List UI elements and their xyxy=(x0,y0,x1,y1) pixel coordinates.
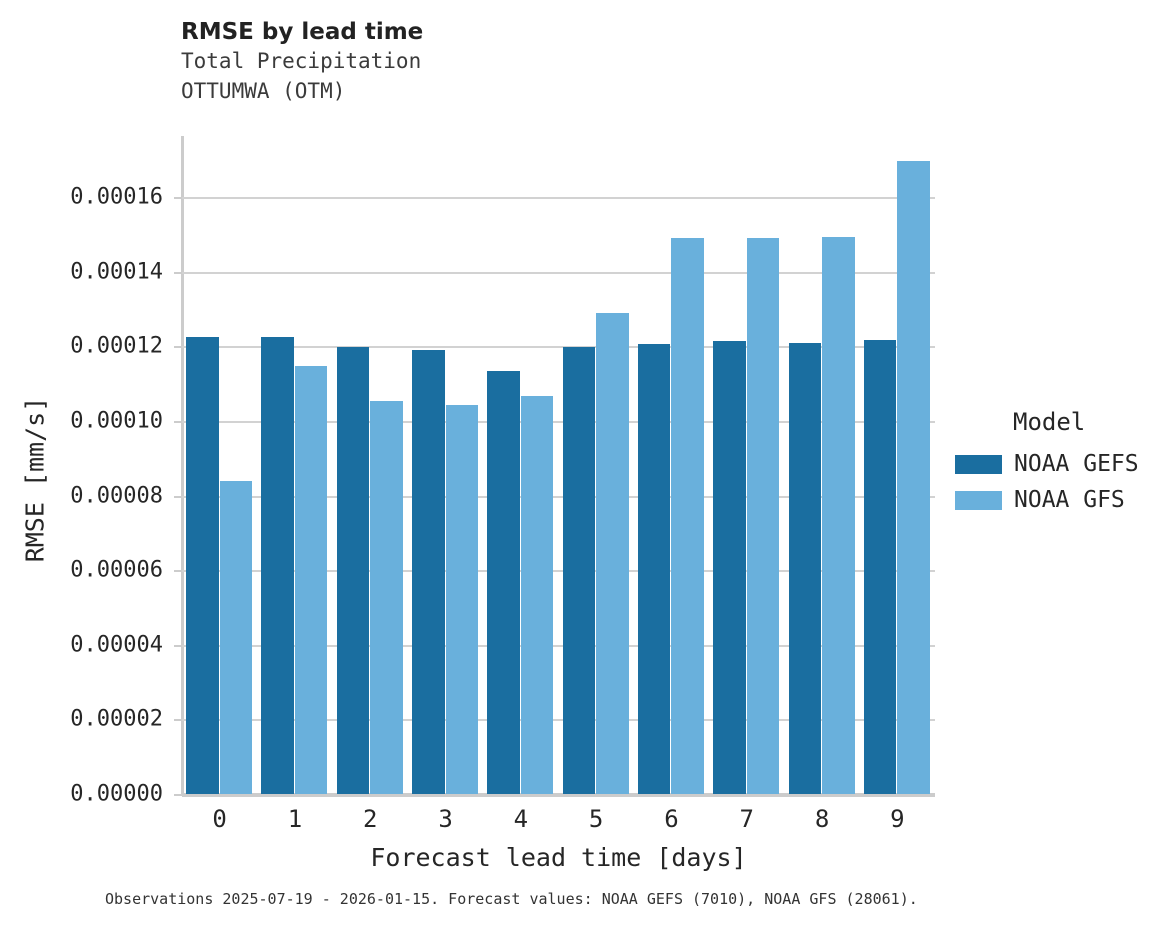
bar[interactable] xyxy=(788,343,822,794)
legend-entry[interactable]: NOAA GFS xyxy=(955,484,1139,516)
bar-group xyxy=(634,136,709,794)
bar-group xyxy=(559,136,634,794)
x-axis-tick-label: 7 xyxy=(739,805,754,833)
legend-entry[interactable]: NOAA GEFS xyxy=(955,448,1139,480)
bar-group xyxy=(408,136,483,794)
bar[interactable] xyxy=(412,349,445,794)
y-axis-tick-mark xyxy=(174,495,182,498)
bar[interactable] xyxy=(445,404,479,794)
y-axis-tick-mark xyxy=(174,644,182,647)
y-axis-tick-label: 0.00014 xyxy=(70,259,163,285)
y-axis-tick-label: 0.00002 xyxy=(70,706,163,732)
y-axis-tick-label: 0.00008 xyxy=(70,483,163,509)
legend-label: NOAA GEFS xyxy=(1014,451,1139,477)
bar[interactable] xyxy=(562,347,596,794)
bar[interactable] xyxy=(596,313,629,794)
gridline xyxy=(182,420,935,423)
chart-station-label: OTTUMWA (OTM) xyxy=(181,79,346,103)
x-axis-tick-label: 1 xyxy=(287,805,303,833)
y-axis-tick-mark xyxy=(174,197,182,200)
x-axis-tick-label: 0 xyxy=(212,805,227,833)
bar-group xyxy=(709,136,784,794)
gridline xyxy=(182,346,935,349)
bar[interactable] xyxy=(186,336,219,794)
plot-area xyxy=(182,136,935,794)
y-axis-tick-mark xyxy=(174,570,182,573)
bar-group xyxy=(483,136,558,794)
y-axis-tick-label: 0.00004 xyxy=(70,632,163,658)
chart-subtitle: Total Precipitation xyxy=(181,49,422,73)
y-axis-tick-label: 0.00016 xyxy=(70,184,163,210)
y-axis-line xyxy=(181,136,184,796)
x-axis-line xyxy=(182,793,935,797)
legend-title: Model xyxy=(1013,408,1086,436)
bar[interactable] xyxy=(370,400,403,794)
bar[interactable] xyxy=(219,480,253,794)
bar[interactable] xyxy=(637,344,671,794)
legend-swatch xyxy=(955,490,1002,510)
gridline xyxy=(182,644,935,647)
bar[interactable] xyxy=(713,341,746,794)
bar[interactable] xyxy=(487,370,520,794)
bar[interactable] xyxy=(261,336,294,794)
y-axis-tick-label: 0.00012 xyxy=(70,333,163,359)
y-axis-tick-mark xyxy=(174,271,182,274)
title-block: RMSE by lead time Total Precipitation OT… xyxy=(181,18,423,106)
x-axis-tick-label: 4 xyxy=(513,805,529,833)
x-axis-tick-label: 5 xyxy=(588,805,604,833)
gridline xyxy=(182,570,935,573)
legend: Model NOAA GEFS NOAA GFS xyxy=(955,408,1139,520)
gridline xyxy=(182,197,935,200)
bar-group xyxy=(860,136,935,794)
legend-label: NOAA GFS xyxy=(1014,487,1125,513)
y-axis-tick-mark xyxy=(174,794,182,796)
bar[interactable] xyxy=(746,238,780,794)
bar-group xyxy=(784,136,859,794)
x-axis-title: Forecast lead time [days] xyxy=(370,843,747,872)
gridline xyxy=(182,495,935,498)
x-axis-tick-label: 8 xyxy=(814,805,830,833)
legend-swatch xyxy=(955,454,1002,474)
gridline xyxy=(182,271,935,274)
page-title: RMSE by lead time xyxy=(181,19,424,45)
footer-note: Observations 2025-07-19 - 2026-01-15. Fo… xyxy=(105,890,918,908)
y-axis-tick-label: 0.00010 xyxy=(70,408,163,434)
bar[interactable] xyxy=(520,395,554,794)
bar[interactable] xyxy=(336,347,370,794)
bar[interactable] xyxy=(671,237,704,794)
y-axis-tick-mark xyxy=(174,420,182,423)
bar[interactable] xyxy=(822,236,855,794)
y-axis-tick-mark xyxy=(174,719,182,722)
bar-group xyxy=(333,136,408,794)
bar[interactable] xyxy=(294,365,328,794)
bar[interactable] xyxy=(897,161,930,794)
x-axis-tick-label: 3 xyxy=(438,805,453,833)
gridlines xyxy=(182,136,935,794)
y-axis-tick-label: 0.00006 xyxy=(70,557,163,583)
bar-group xyxy=(257,136,332,794)
bar-group xyxy=(182,136,257,794)
x-axis-tick-label: 9 xyxy=(890,805,905,833)
y-axis-tick-mark xyxy=(174,346,182,349)
bar[interactable] xyxy=(863,340,897,794)
legend-entries: NOAA GEFS NOAA GFS xyxy=(955,448,1139,516)
y-axis-title: RMSE [mm/s] xyxy=(20,396,50,563)
x-axis-tick-label: 6 xyxy=(664,805,679,833)
x-axis-tick-label: 2 xyxy=(363,805,378,833)
y-axis-tick-label: 0.00000 xyxy=(70,781,163,807)
gridline xyxy=(182,719,935,722)
